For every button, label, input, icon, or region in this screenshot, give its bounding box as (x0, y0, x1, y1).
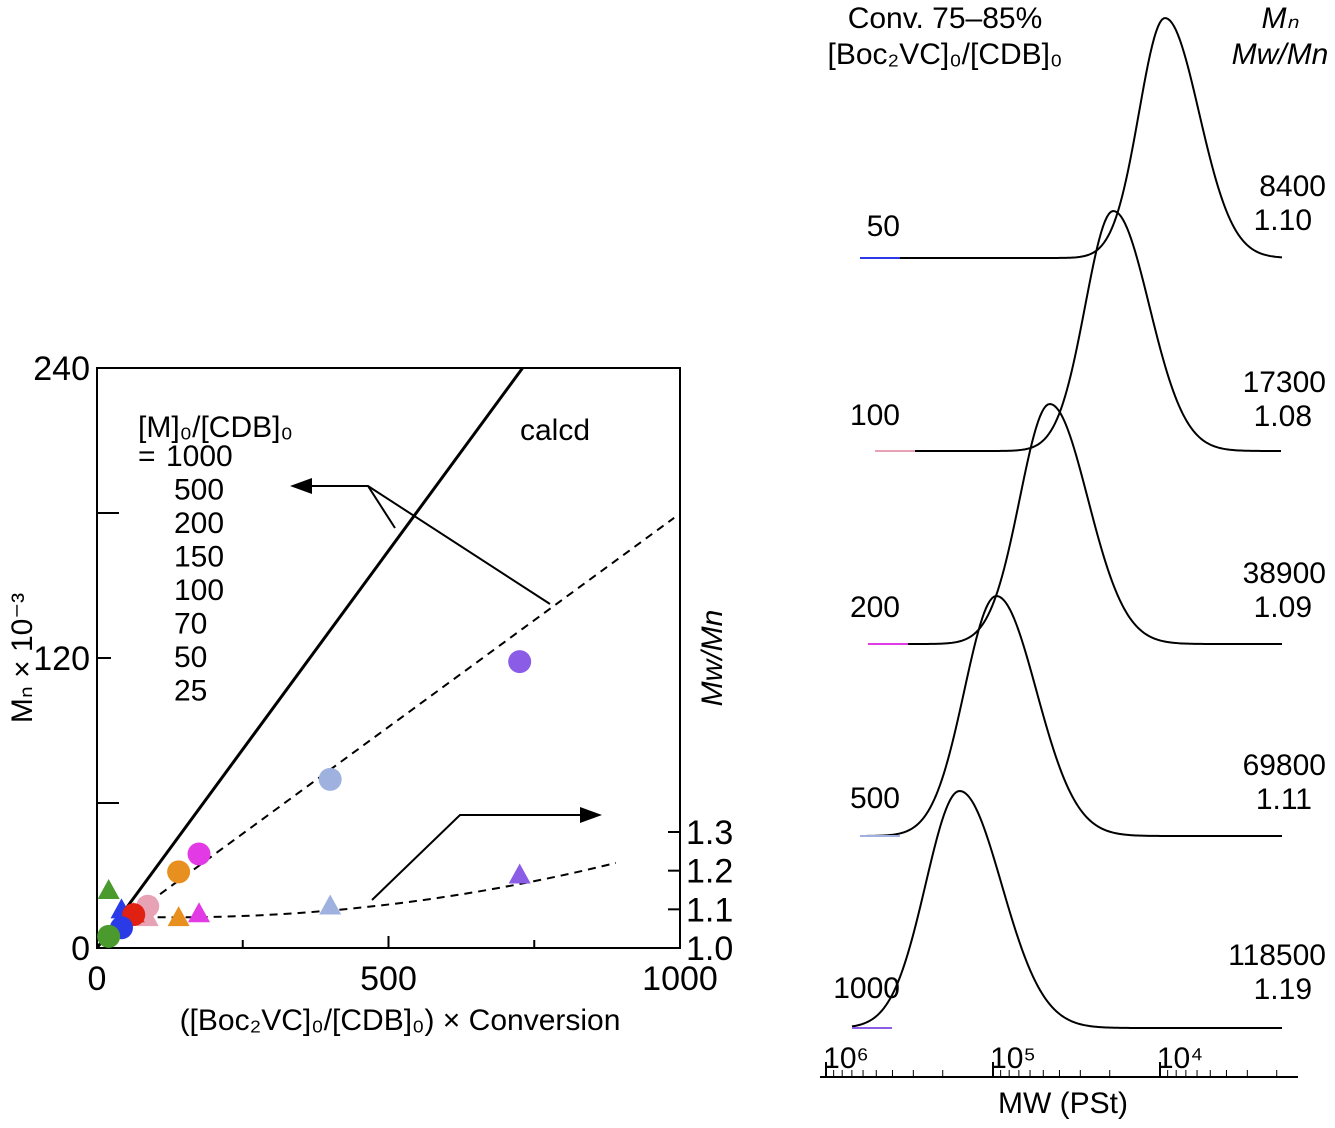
calcd-line (97, 368, 524, 948)
x-tick-label: 1000 (642, 960, 718, 998)
trace-mn-value: 8400 (1259, 170, 1326, 203)
arrow-head-left (290, 478, 312, 494)
y-right-tick-label: 1.1 (686, 891, 733, 929)
header-mn: Mₙ (1262, 2, 1300, 35)
trace-mn-value: 38900 (1243, 557, 1326, 590)
sec-trace-200 (868, 402, 1282, 645)
trace-ratio-label: 50 (867, 210, 900, 243)
mn-point (167, 860, 191, 884)
legend-entry-150: 150 (174, 541, 224, 574)
y-right-axis-label: Mw/Mn (696, 610, 729, 707)
y-right-tick-label: 1.0 (686, 930, 733, 968)
legend-prefix: = (138, 440, 156, 473)
y-right-tick-label: 1.2 (686, 853, 733, 891)
mw-axis-label: MW (PSt) (998, 1087, 1128, 1120)
arrow-to-left-axis (300, 485, 551, 605)
arrow-branch (367, 485, 396, 529)
legend-entry-200: 200 (174, 507, 224, 540)
y-left-tick-label: 240 (33, 350, 90, 388)
trace-ratio-label: 100 (850, 399, 900, 432)
legend-entry-1000: 1000 (166, 440, 233, 473)
mn-vs-conversion-chart: 0 500 100001202401.01.11.21.3([Boc₂VC]₀/[C… (6, 350, 733, 1037)
trace-pdi-value: 1.10 (1254, 204, 1312, 237)
trace-pdi-value: 1.11 (1256, 783, 1312, 816)
arrow-to-right-axis (371, 814, 590, 901)
mn-fit-line (125, 517, 675, 920)
y-right-tick-label: 1.3 (686, 814, 733, 852)
mw-tick-label: 10⁵ (990, 1042, 1036, 1075)
trace-mn-value: 118500 (1228, 939, 1326, 972)
mw-tick-label: 10⁴ (1157, 1042, 1203, 1075)
sec-trace-1000 (851, 789, 1282, 1029)
pdi-fit-line (143, 861, 617, 919)
mn-point (508, 650, 532, 674)
mn-point (318, 767, 342, 791)
legend-entry-25: 25 (174, 675, 207, 708)
sec-trace-50 (860, 17, 1283, 259)
legend-entry-70: 70 (174, 608, 207, 641)
header-conversion: Conv. 75–85% (848, 2, 1043, 35)
mw-tick-label: 10⁶ (823, 1042, 869, 1075)
x-axis-label: ([Boc₂VC]₀/[CDB]₀) × Conversion (180, 1004, 621, 1037)
legend-entry-100: 100 (174, 574, 224, 607)
pdi-point (319, 894, 342, 915)
y-left-tick-label: 0 (71, 930, 90, 968)
trace-ratio-label: 500 (850, 782, 900, 815)
trace-mn-value: 69800 (1243, 749, 1326, 782)
sec-trace-500 (859, 594, 1282, 837)
pdi-point (167, 906, 190, 927)
trace-ratio-label: 200 (850, 591, 900, 624)
trace-mn-value: 17300 (1243, 366, 1326, 399)
pdi-point (188, 902, 211, 923)
trace-pdi-value: 1.19 (1254, 973, 1312, 1006)
x-tick-label: 500 (360, 960, 417, 998)
x-tick-label: 0 (88, 960, 107, 998)
pdi-point (508, 863, 531, 884)
trace-pdi-value: 1.08 (1254, 400, 1312, 433)
legend-entry-500: 500 (174, 474, 224, 507)
mn-point (187, 842, 211, 866)
header-pdi: Mw/Mn (1232, 38, 1329, 71)
trace-ratio-label: 1000 (833, 972, 900, 1005)
mn-point (97, 924, 121, 948)
y-left-tick-label: 120 (33, 640, 90, 678)
sec-trace-100 (875, 209, 1282, 452)
y-left-axis-label: Mₙ × 10⁻³ (6, 593, 39, 723)
header-ratio: [Boc₂VC]₀/[CDB]₀ (828, 38, 1063, 71)
calcd-label: calcd (520, 414, 590, 447)
trace-pdi-value: 1.09 (1254, 591, 1312, 624)
legend-entry-50: 50 (174, 641, 207, 674)
arrow-head-right (580, 807, 602, 823)
pdi-point (97, 879, 120, 899)
legend-title: [M]₀/[CDB]₀ (138, 411, 293, 444)
